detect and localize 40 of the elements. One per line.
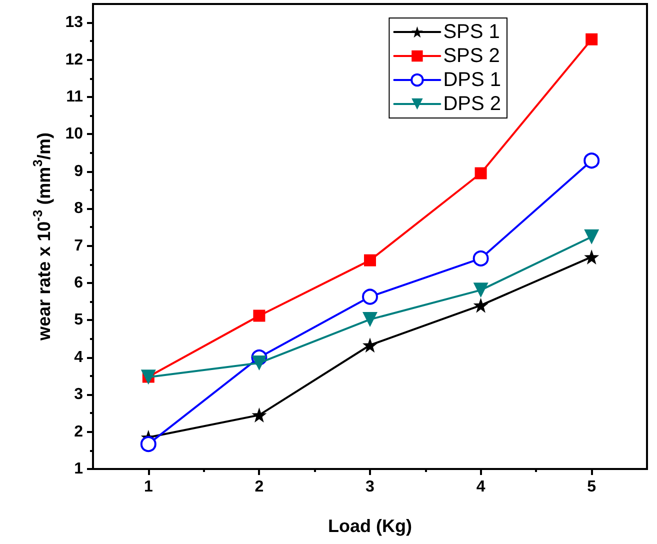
y-tick-label: 3: [74, 386, 84, 404]
y-axis-title: wear rate x 10-3 (mm3/m): [30, 132, 54, 342]
point: [584, 229, 600, 244]
y-tick-label: 7: [74, 237, 84, 254]
point: [253, 310, 266, 322]
y-tick-label: 1: [74, 460, 84, 478]
x-tick-label: 2: [254, 478, 264, 496]
x-tick-label: 5: [587, 478, 596, 496]
y-tick-label: 5: [74, 312, 84, 329]
point: [252, 408, 267, 423]
legend-label: DPS 1: [443, 69, 502, 91]
x-axis-title: Load (Kg): [328, 516, 412, 536]
legend-label: DPS 2: [443, 93, 502, 115]
point: [472, 250, 489, 266]
point: [474, 167, 487, 180]
y-tick-label: 2: [74, 423, 84, 440]
x-tick-label: 1: [144, 478, 153, 496]
x-tick-label: 4: [476, 478, 486, 496]
point: [584, 152, 600, 169]
y-tick-label: 8: [74, 200, 84, 218]
point: [362, 338, 378, 353]
y-tick-label: 9: [74, 162, 84, 180]
y-tick-label: 10: [65, 126, 84, 143]
point: [584, 249, 600, 264]
point: [473, 298, 488, 313]
point: [586, 33, 598, 46]
y-tick-label: 4: [74, 348, 84, 366]
point: [362, 288, 378, 305]
y-tick-label: 12: [65, 51, 84, 68]
point: [364, 254, 376, 266]
y-tick-label: 13: [65, 14, 84, 32]
point: [252, 355, 267, 370]
y-tick-label: 6: [74, 274, 84, 292]
x-tick-label: 3: [366, 478, 375, 496]
legend-label: SPS 1: [443, 21, 500, 43]
point: [473, 282, 488, 298]
legend-label: SPS 2: [443, 45, 500, 67]
y-tick-label: 11: [66, 88, 84, 106]
point: [362, 312, 378, 327]
point: [140, 436, 156, 452]
